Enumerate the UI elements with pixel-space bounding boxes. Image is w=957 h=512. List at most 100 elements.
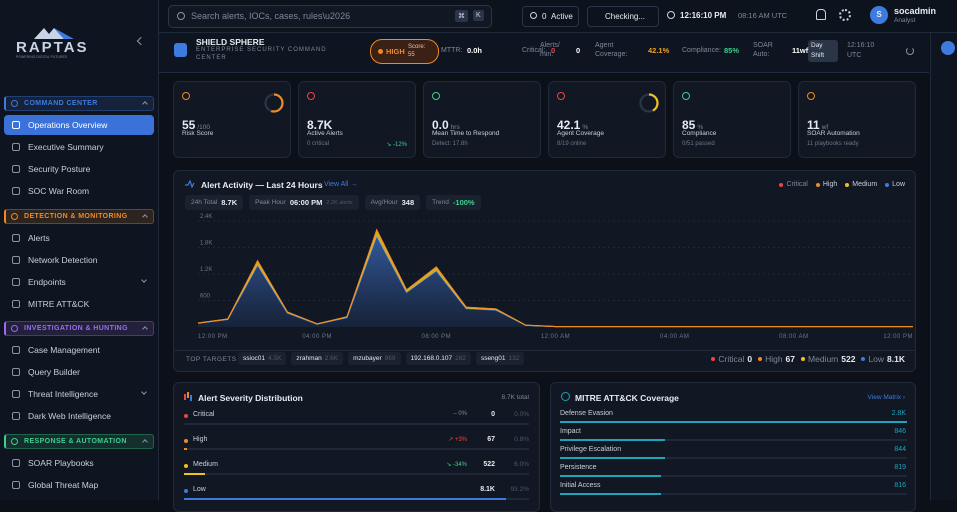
severity-dot <box>184 414 188 418</box>
kpi-unit: /100 <box>197 124 211 131</box>
kpi-card: 42.1% Agent Coverage 8/19 online <box>548 81 666 158</box>
nav-item[interactable]: Endpoints <box>4 272 154 292</box>
target-count: 282 <box>455 355 466 362</box>
kpi-label: Active Alerts <box>307 130 343 137</box>
x-tick-label: 08:00 PM <box>421 334 451 340</box>
technique-name: Defense Evasion <box>560 410 613 417</box>
settings-button[interactable] <box>839 9 851 21</box>
nav-item[interactable]: Dark Web Intelligence <box>4 406 154 426</box>
notifications-button[interactable] <box>816 9 826 20</box>
header-clock: 12:16:10 UTC <box>847 42 875 59</box>
target-chip[interactable]: 192.168.0.107 282 <box>405 352 471 365</box>
activity-icon <box>185 180 195 188</box>
severity-count: 522 <box>483 461 495 468</box>
nav-label: Query Builder <box>28 367 80 377</box>
kpi-unit: hrs <box>450 124 460 131</box>
kpi-card: 8.7K Active Alerts 0 critical ↘ -12% <box>298 81 416 158</box>
kpi-value-row: 0.0 hrs <box>432 116 460 134</box>
nav-item[interactable]: SOC War Room <box>4 181 154 201</box>
shift-badge: Day Shift <box>808 40 838 62</box>
target-chip[interactable]: sseng01 132 <box>475 352 525 365</box>
nav-item[interactable]: Threat Intelligence <box>4 384 154 404</box>
severity-dot <box>184 464 188 468</box>
nav-item[interactable]: Operations Overview <box>4 115 154 135</box>
section-icon <box>11 437 18 445</box>
kpi-value-row: 8.7K <box>307 116 332 134</box>
kpi-value: 42.1 <box>557 118 581 132</box>
technique-bar <box>560 493 662 495</box>
stat-label: Avg/Hour <box>370 199 398 206</box>
page: SOC Dashboard { "sidebar": { "logo": "RA… <box>4 0 957 512</box>
technique-bar <box>560 439 665 441</box>
severity-panel: Alert Severity Distribution 8.7K total C… <box>173 382 540 512</box>
section-header[interactable]: DETECTION & MONITORING <box>4 208 154 224</box>
avatar[interactable]: S <box>870 6 888 24</box>
active-label: Active <box>551 12 573 21</box>
target-name: sseng01 <box>480 355 506 362</box>
series-total: High 67 <box>758 354 795 364</box>
status-dropdown[interactable]: Checking... <box>587 6 659 27</box>
view-matrix-link[interactable]: View Matrix › <box>867 394 905 401</box>
x-tick-label: 04:00 AM <box>660 334 689 340</box>
series-total: Critical 0 <box>711 354 752 364</box>
kpi-unit: wf <box>821 124 829 131</box>
total-value: 67 <box>785 354 796 364</box>
target-chip[interactable]: zrahman 2.6K <box>291 352 344 365</box>
kpi-value: 11 <box>807 118 820 132</box>
nav-item[interactable]: MITRE ATT&CK <box>4 294 154 314</box>
search-placeholder: Search alerts, IOCs, cases, rules\u2026 <box>191 11 351 21</box>
nav-item[interactable]: Case Management <box>4 340 154 360</box>
active-indicator[interactable]: 0 Active <box>522 6 579 27</box>
nav-item[interactable]: SOAR Playbooks <box>4 453 154 473</box>
nav-icon <box>12 277 20 286</box>
mitre-title: MITRE ATT&CK Coverage <box>575 393 679 403</box>
target-chip[interactable]: ssioc01 4.5K <box>238 352 287 365</box>
nav-item[interactable]: Executive Summary <box>4 137 154 157</box>
nav-item[interactable]: Query Builder <box>4 362 154 382</box>
nav-icon <box>12 233 20 242</box>
x-tick-label: 04:00 PM <box>302 334 332 340</box>
threat-dot <box>378 49 383 54</box>
technique-bar <box>560 421 907 423</box>
kpi-card: 55/100 Risk Score <box>173 81 291 158</box>
severity-name: Low <box>193 486 206 493</box>
metric-label: Compliance: <box>682 47 721 54</box>
series-area <box>198 236 913 327</box>
series-totals: Critical 0 High 67 Medium 522 Low 8.1K <box>711 354 905 364</box>
nav-item[interactable]: Security Posture <box>4 159 154 179</box>
nav-icon <box>12 255 20 264</box>
severity-icon <box>184 394 186 400</box>
technique-count: 846 <box>894 428 906 435</box>
section-header[interactable]: INVESTIGATION & HUNTING <box>4 321 154 336</box>
section-title: COMMAND CENTER <box>24 100 98 107</box>
nav-label: Dark Web Intelligence <box>28 411 111 421</box>
view-all-link[interactable]: View All → <box>324 181 358 188</box>
collapse-button[interactable] <box>136 36 146 46</box>
threat-score: Score: 55 <box>408 44 426 58</box>
section-header[interactable]: COMMAND CENTER <box>4 96 154 111</box>
side-rail <box>930 33 957 500</box>
series-area <box>198 229 913 327</box>
target-chip[interactable]: mzubayer 969 <box>348 352 401 365</box>
refresh-button[interactable] <box>906 47 914 55</box>
total-value: 522 <box>841 354 856 364</box>
shield-icon <box>174 43 187 57</box>
dashboard: RAPTAS POWERING DIGITAL FUTURES COMMAND … <box>4 0 957 512</box>
kpi-unit: % <box>582 124 589 131</box>
stat-value: 348 <box>401 198 415 207</box>
nav-item[interactable]: Alerts <box>4 228 154 248</box>
nav-item[interactable]: Network Detection <box>4 250 154 270</box>
severity-dot <box>184 439 188 443</box>
kpi-card: 0.0 hrs Mean Time to Respond Detect: 17.8h <box>423 81 541 158</box>
nav-item[interactable]: Global Threat Map <box>4 475 154 495</box>
search-box[interactable]: Search alerts, IOCs, cases, rules\u2026 … <box>168 5 492 28</box>
nav-icon <box>12 390 20 398</box>
assistant-button[interactable] <box>941 41 955 55</box>
severity-share: 6.0% <box>514 461 529 468</box>
total-name: Medium <box>808 354 839 364</box>
stat-label: 24h Total <box>191 199 218 206</box>
threat-level: HIGH Score: 55 <box>370 39 439 64</box>
nav-label: Case Management <box>28 345 100 355</box>
kpi-delta: ↘ -12% <box>386 142 407 148</box>
section-header[interactable]: RESPONSE & AUTOMATION <box>4 433 154 449</box>
